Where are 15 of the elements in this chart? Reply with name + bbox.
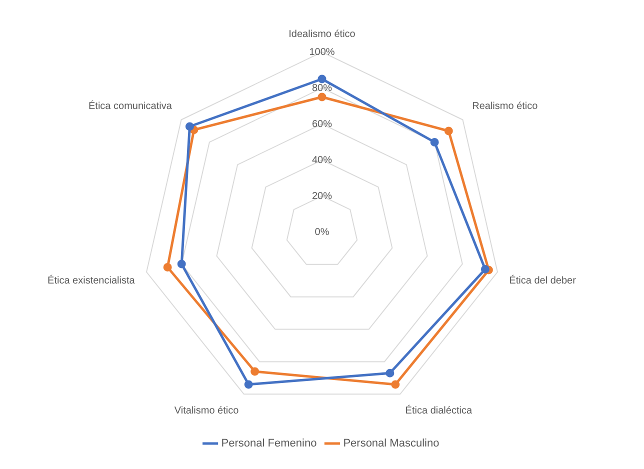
spoke-label: Realismo ético	[472, 101, 538, 112]
spoke-label: Ética del deber	[509, 274, 577, 286]
y-tick-label: 60%	[312, 118, 332, 130]
spoke-label: Vitalismo ético	[174, 406, 240, 417]
spoke-label: Ética dialéctica	[405, 404, 472, 417]
y-tick-label: 0%	[314, 226, 330, 238]
y-tick-label: 20%	[312, 190, 332, 202]
y-tick-label: 80%	[312, 82, 332, 94]
spoke-label: Idealismo ético	[288, 28, 356, 40]
legend-label: Personal Masculino	[343, 438, 440, 450]
spoke-label: Ética existencialista	[48, 274, 136, 286]
legend-label: Personal Femenino	[221, 438, 317, 450]
spoke-label: Ética comunicativa	[88, 100, 172, 112]
y-tick-label: 100%	[309, 46, 335, 58]
y-tick-label: 40%	[312, 154, 332, 166]
